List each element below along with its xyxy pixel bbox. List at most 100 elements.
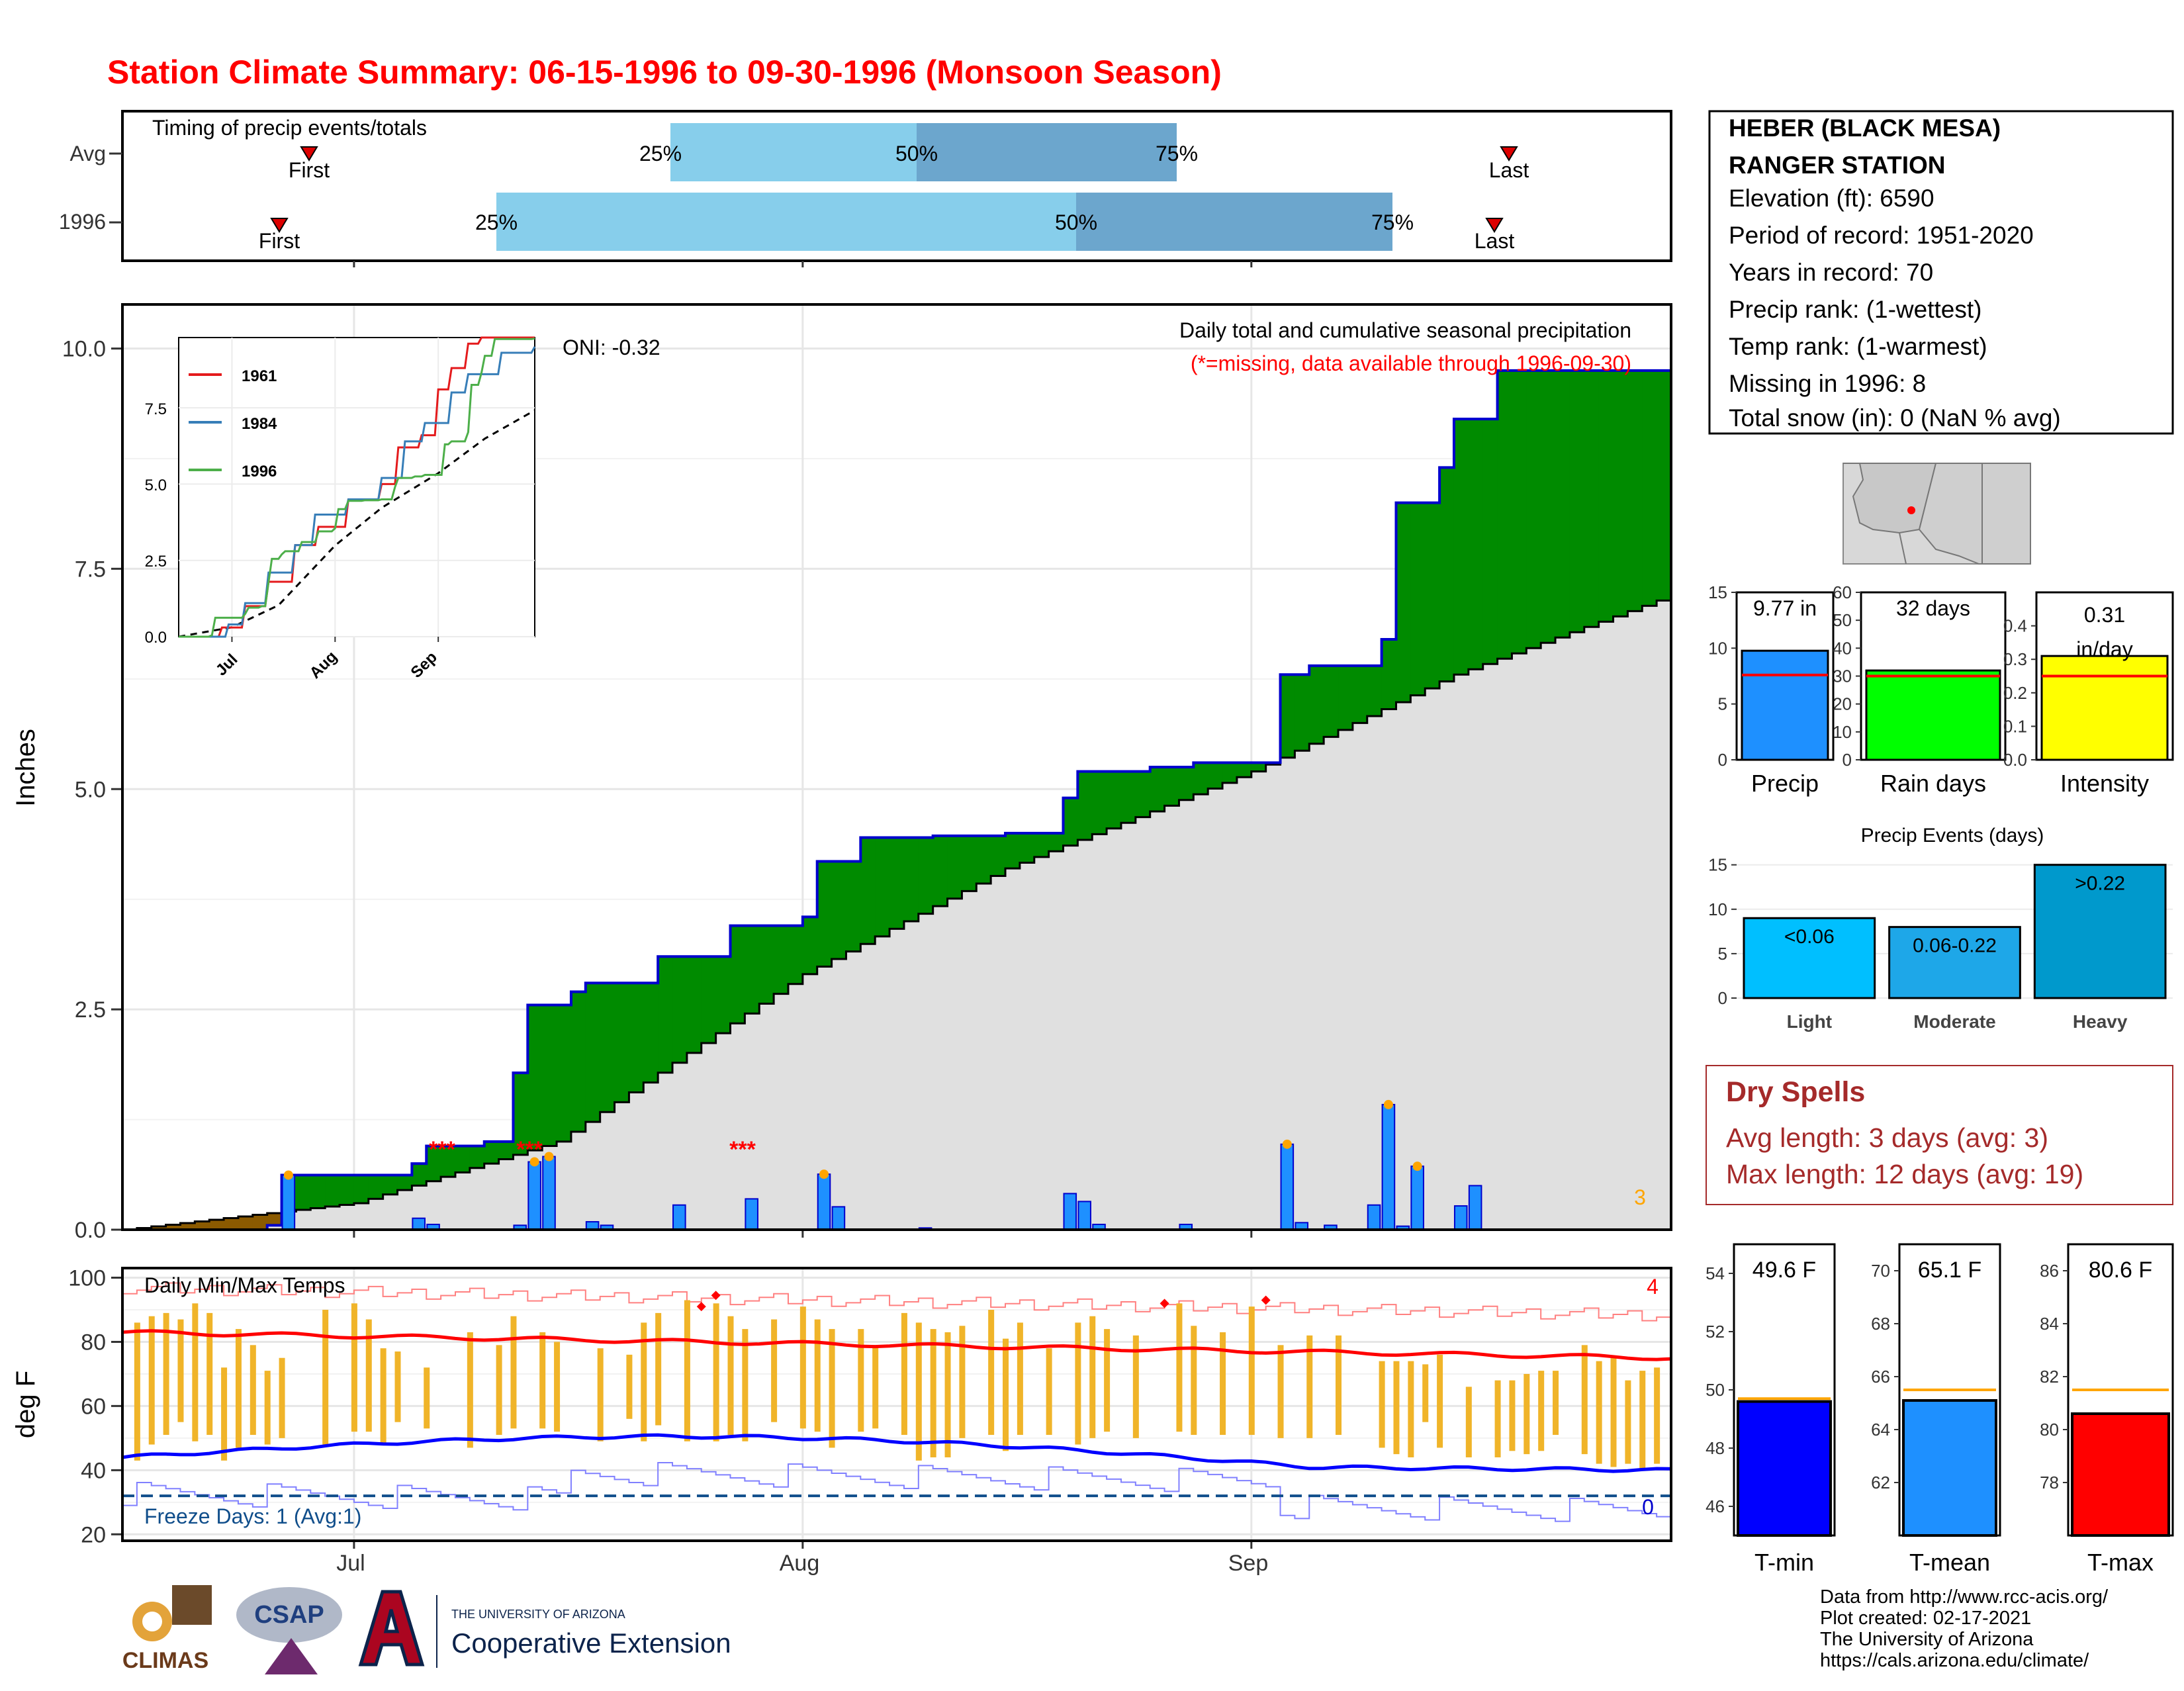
station-precip-rank: Precip rank: (1-wettest)	[1729, 296, 1981, 323]
precip-panel-subtitle: Daily total and cumulative seasonal prec…	[1179, 318, 1631, 342]
average-max-temp-line	[122, 1329, 1672, 1361]
above-average-band-25	[484, 1141, 500, 1164]
rain-days-tick-5: 50	[1833, 610, 1852, 630]
inset-legend-1961: 1961	[242, 367, 277, 385]
above-average-band-46	[788, 925, 803, 984]
daily-temp-range-71	[1639, 1371, 1646, 1471]
daily-temp-range-12	[351, 1303, 357, 1432]
daily-temp-range-33	[829, 1329, 835, 1448]
precip-value-label: 9.77 in	[1753, 596, 1817, 620]
daily-temp-range-65	[1538, 1371, 1545, 1451]
freeze-days-label: Freeze Days: 1 (Avg:1)	[144, 1504, 361, 1528]
t-mean-tick-0: 62	[1871, 1473, 1890, 1492]
t-mean-tick-2: 66	[1871, 1367, 1890, 1387]
daily-precip-bar-17	[1280, 1143, 1295, 1231]
record-high-line	[122, 1282, 1672, 1322]
above-average-band-53	[889, 837, 905, 929]
t-max-tick-2: 82	[2040, 1367, 2059, 1387]
above-average-band-29	[542, 1005, 557, 1146]
daily-precip-bar-21	[1381, 1103, 1396, 1230]
daily-temp-range-43	[1017, 1322, 1023, 1436]
daily-precip-bar-8	[672, 1204, 686, 1230]
t-min-tick-1: 48	[1706, 1438, 1725, 1458]
daily-temp-range-49	[1176, 1303, 1183, 1432]
below-average-band-6	[209, 1220, 224, 1230]
freeze-days-count: 0	[1642, 1495, 1654, 1519]
record-high-marker-2	[1160, 1299, 1169, 1308]
daily-temp-range-46	[1089, 1316, 1096, 1438]
temperature-summary-bars: 46 48 50 52 54 49.6 F T-min 62 64 66 68 70 65.1 F T-m…	[1706, 1243, 2174, 1576]
events-category-heavy: Heavy	[2073, 1011, 2128, 1032]
above-average-band-90	[1425, 502, 1440, 689]
heavy-day-marker-5	[544, 1152, 554, 1162]
above-average-band-24	[469, 1146, 485, 1168]
intensity-value-label: 0.31	[2084, 603, 2125, 627]
t-max-tick-1: 80	[2040, 1420, 2059, 1440]
t-mean-tick-3: 68	[1871, 1314, 1890, 1334]
inset-legend-1984: 1984	[242, 415, 277, 433]
above-average-band-73	[1179, 767, 1194, 800]
daily-temp-range-23	[626, 1354, 633, 1419]
precip-tick-1: 5	[1718, 694, 1727, 714]
precip-ytick-3: 7.5	[75, 557, 106, 582]
daily-temp-range-18	[496, 1345, 502, 1436]
station-info-box: HEBER (BLACK MESA) RANGER STATION Elevat…	[1708, 110, 2174, 435]
csap-logo-text: CSAP	[254, 1601, 324, 1629]
timing-1996-p50-label: 50%	[1055, 210, 1097, 234]
intensity-tick-2: 0.2	[2003, 683, 2027, 703]
timing-1996-first-marker	[270, 218, 289, 233]
events-category-light: Light	[1787, 1011, 1832, 1032]
temp-marks	[122, 1282, 1672, 1522]
t-min-label: T-min	[1754, 1549, 1814, 1576]
above-average-band-103	[1613, 370, 1628, 617]
daily-temp-range-62	[1494, 1380, 1501, 1457]
timing-avg-p50-label: 50%	[895, 142, 938, 165]
inset-ytick-5: 5.0	[145, 477, 167, 494]
page-title: Station Climate Summary: 06-15-1996 to 0…	[107, 54, 1222, 91]
t-mean-label: T-mean	[1909, 1549, 1990, 1576]
daily-temp-range-16	[424, 1367, 430, 1429]
temp-ytick-4: 100	[68, 1266, 106, 1291]
above-average-band-70	[1135, 771, 1151, 817]
above-average-band-50	[846, 861, 861, 952]
above-average-band-47	[802, 917, 818, 974]
above-average-band-18	[383, 1175, 398, 1195]
daily-temp-range-9	[264, 1371, 271, 1445]
x-axis: Jul Aug Sep	[336, 1551, 1268, 1576]
average-cumulative-line	[122, 595, 1672, 1231]
above-average-band-91	[1439, 467, 1455, 682]
timing-1996-last-marker	[1485, 218, 1504, 233]
t-min-tick-4: 54	[1706, 1263, 1725, 1283]
events-bar-moderate	[1888, 926, 2021, 999]
below-average-band-3	[165, 1224, 181, 1230]
daily-temp-range-11	[322, 1310, 329, 1445]
precip-ytick-0: 0.0	[75, 1218, 106, 1243]
t-max-value-label: 80.6 F	[2089, 1257, 2152, 1283]
inset-legend: 1961 1984 1996	[189, 367, 277, 480]
precip-ytick-2: 5.0	[75, 777, 106, 802]
footer-org: The University of Arizona	[1820, 1629, 2034, 1650]
below-average-band-5	[195, 1221, 210, 1230]
events-tick-3: 15	[1708, 855, 1727, 875]
dry-spells-avg: Avg length: 3 days (avg: 3)	[1726, 1122, 2048, 1153]
above-average-band-95	[1497, 370, 1512, 659]
events-bar-light	[1743, 917, 1876, 999]
above-average-band-61	[1005, 833, 1021, 869]
heavy-day-marker-10	[819, 1169, 829, 1179]
missing-marker-1: ***	[429, 1137, 455, 1162]
above-average-band-23	[455, 1146, 471, 1173]
daily-temp-range-22	[597, 1348, 604, 1441]
precip-panel-border	[121, 303, 1672, 1231]
timing-avg-first-label: First	[289, 158, 330, 182]
precip-bar	[1741, 649, 1829, 761]
daily-temp-range-27	[713, 1303, 719, 1441]
above-average-band-69	[1120, 771, 1136, 823]
above-average-band-87	[1381, 639, 1396, 709]
ua-logo-subtitle: Cooperative Extension	[451, 1627, 731, 1659]
above-average-band-12	[296, 1175, 311, 1211]
daily-temp-range-68	[1596, 1361, 1602, 1464]
daily-temp-range-63	[1509, 1380, 1516, 1451]
above-average-band-55	[918, 837, 934, 914]
station-name-line1: HEBER (BLACK MESA)	[1729, 114, 2001, 142]
above-average-band-80	[1280, 674, 1295, 758]
